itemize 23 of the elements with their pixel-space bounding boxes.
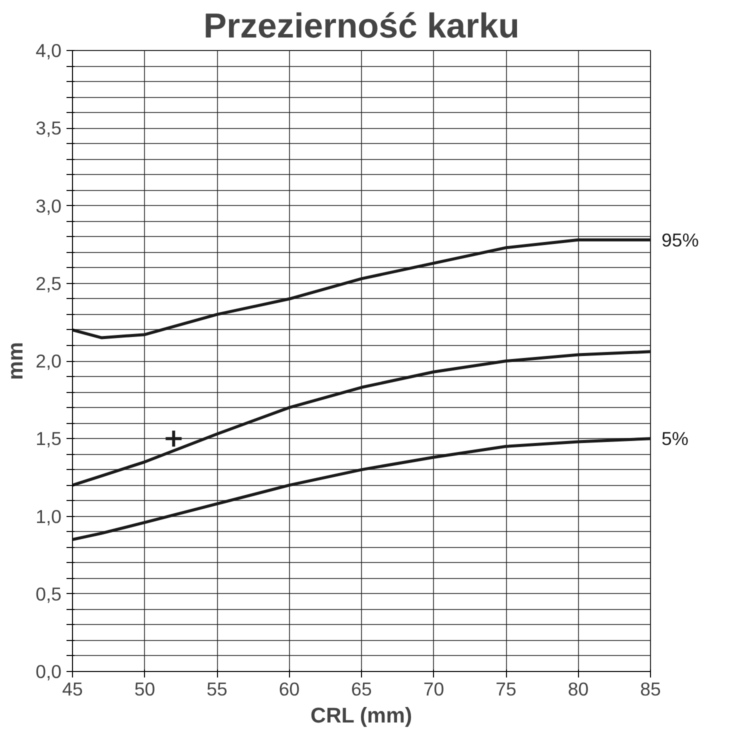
y-tick-label: 2,5 [36,272,62,294]
x-tick-label: 60 [278,678,300,700]
series-label: 5% [662,428,688,450]
x-tick-label: 50 [134,678,156,700]
x-tick-label: 55 [206,678,228,700]
x-tick-label: 85 [640,678,661,700]
y-axis-title: mm [4,342,28,380]
y-tick-label: 1,5 [36,428,62,450]
y-tick-label: 4,0 [36,40,62,61]
x-tick-label: 75 [496,678,516,700]
y-tick-label: 0,5 [36,583,62,604]
x-axis-title: CRL (mm) [310,704,412,728]
y-tick-label: 2,0 [36,350,62,372]
y-tick-label: 1,0 [36,506,62,527]
x-tick-label: 65 [351,678,372,700]
series-label: 95% [662,229,699,250]
y-tick-label: 0,0 [36,661,62,682]
y-tick-label: 3,0 [36,195,62,216]
chart-title: Przezierność karku [204,8,520,46]
x-tick-label: 80 [568,678,589,700]
y-tick-label: 3,5 [36,118,62,139]
x-tick-label: 70 [423,678,444,700]
x-tick-label: 45 [62,678,83,700]
